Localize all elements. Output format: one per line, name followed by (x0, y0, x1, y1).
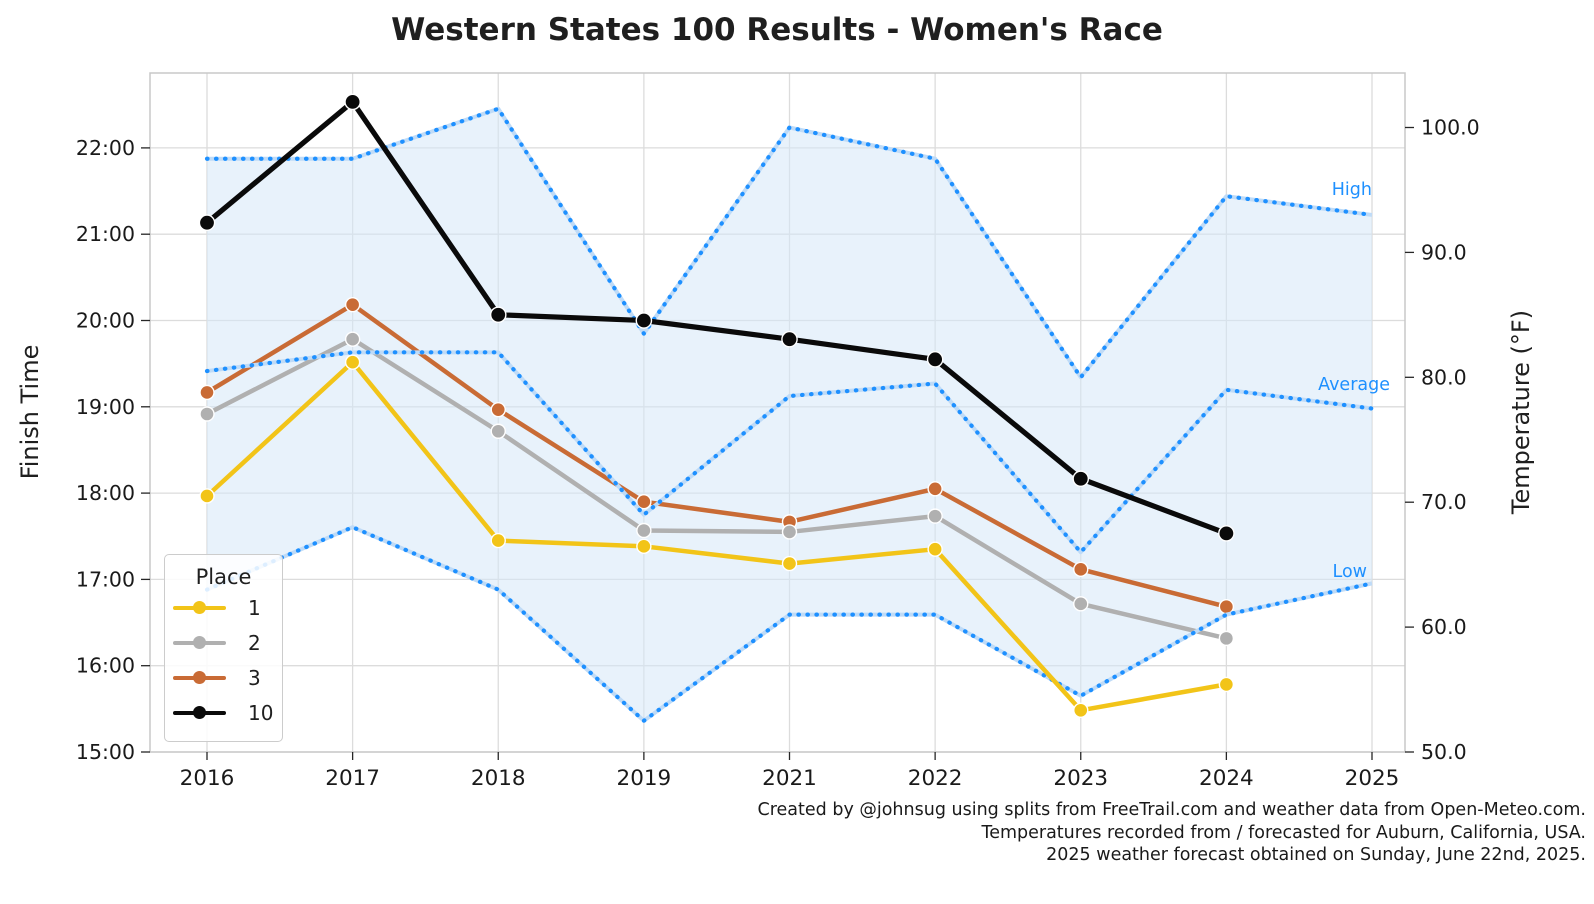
place-1-point-2023 (1073, 702, 1089, 718)
place-2-point-2018 (490, 423, 506, 439)
legend-title: Place (195, 565, 252, 589)
legend-label: 1 (248, 595, 261, 620)
y-left-tick-label: 18:00 (76, 481, 135, 505)
legend-swatch-place-3 (173, 671, 226, 685)
legend-item-place-2: 2 (165, 625, 282, 660)
x-tick-label-2021: 2021 (762, 766, 817, 791)
x-tick-label-2018: 2018 (471, 766, 526, 791)
y-left-tick-label: 19:00 (76, 395, 135, 419)
x-tick-label-2023: 2023 (1053, 766, 1108, 791)
place-10-point-2023 (1072, 470, 1090, 488)
attribution-captions: Created by @johnsug using splits from Fr… (758, 799, 1586, 867)
y-right-tick-label: 80.0 (1421, 365, 1467, 389)
legend-item-place-3: 3 (165, 660, 282, 695)
temp-low-line (204, 525, 1375, 723)
place-1-line (204, 359, 1229, 713)
place-10-line (204, 99, 1229, 536)
y-right-tick-label: 90.0 (1421, 240, 1467, 264)
x-tick-label-2017: 2017 (325, 766, 380, 791)
y-right-tick-label: 70.0 (1421, 490, 1467, 514)
place-3-point-2023 (1073, 561, 1089, 578)
place-3-point-2019 (636, 494, 652, 510)
y-axis-label-temperature: Temperature (°F) (1507, 309, 1535, 515)
y-left-tick-label: 17:00 (76, 567, 135, 591)
place-10-point-2024 (1218, 525, 1235, 542)
legend-swatch-place-1 (173, 601, 226, 615)
place-3-point-2016 (199, 384, 215, 401)
annotation-low: Low (1332, 562, 1367, 582)
annotation-high: High (1331, 180, 1372, 200)
legend-label: 3 (248, 665, 261, 690)
legend-label: 2 (248, 630, 261, 655)
y-left-tick-label: 22:00 (76, 136, 135, 160)
place-10-point-2017 (344, 93, 361, 111)
place-2-point-2022 (927, 508, 943, 524)
y-left-tick-label: 15:00 (76, 740, 135, 764)
y-right-tick-label: 50.0 (1421, 740, 1467, 764)
place-10-point-2019 (635, 312, 653, 329)
place-1-point-2016 (199, 488, 215, 504)
place-2-line (204, 336, 1229, 641)
legend: Place 1 2 3 10 (164, 554, 283, 742)
place-2-point-2016 (199, 406, 215, 422)
temp-high-line (204, 106, 1375, 380)
temp-average-line-backing (206, 350, 1373, 555)
place-10-point-2021 (781, 330, 798, 348)
caption-line: 2025 weather forecast obtained on Sunday… (1046, 845, 1586, 865)
place-2-point-2023 (1073, 596, 1089, 612)
place-10-point-2022 (926, 351, 944, 368)
y-axis-label-finish-time: Finish Time (16, 344, 44, 480)
chart-title: Western States 100 Results - Women's Rac… (391, 12, 1163, 48)
legend-item-place-10: 10 (165, 695, 282, 730)
place-1-point-2024 (1218, 676, 1235, 693)
x-tick-label-2025: 2025 (1345, 766, 1400, 791)
x-tick-label-2022: 2022 (908, 766, 963, 791)
place-3-point-2022 (927, 481, 943, 497)
place-1-point-2018 (490, 532, 506, 549)
legend-item-place-1: 1 (165, 590, 282, 625)
caption-line: Temperatures recorded from / forecasted … (981, 822, 1586, 843)
y-left-tick-label: 16:00 (76, 654, 135, 678)
annotation-average: Average (1318, 375, 1390, 395)
x-tick-label-2024: 2024 (1199, 766, 1254, 791)
place-10-point-2018 (489, 306, 507, 324)
place-2-point-2024 (1218, 630, 1235, 647)
place-2-point-2019 (636, 522, 652, 539)
place-3-point-2017 (344, 296, 361, 313)
plot-border (149, 72, 1406, 753)
place-2-point-2021 (781, 524, 798, 540)
x-tick-label-2019: 2019 (617, 766, 672, 791)
legend-label: 10 (248, 700, 274, 725)
place-3-line (204, 302, 1229, 609)
y-left-tick-label: 20:00 (76, 309, 135, 333)
place-3-point-2018 (490, 401, 506, 418)
y-right-tick-label: 100.0 (1421, 116, 1480, 140)
place-2-point-2017 (344, 331, 361, 347)
place-1-point-2022 (927, 541, 943, 557)
caption-line: Created by @johnsug using splits from Fr… (757, 800, 1586, 820)
place-1-point-2017 (344, 354, 361, 370)
y-left-tick-label: 21:00 (76, 222, 135, 246)
place-10-point-2016 (198, 214, 216, 231)
place-1-point-2021 (781, 555, 798, 572)
x-tick-label-2016: 2016 (180, 766, 235, 791)
place-1-point-2019 (636, 538, 652, 555)
y-right-tick-label: 60.0 (1421, 615, 1467, 639)
legend-swatch-place-2 (173, 636, 226, 650)
legend-swatch-place-10 (173, 706, 226, 720)
